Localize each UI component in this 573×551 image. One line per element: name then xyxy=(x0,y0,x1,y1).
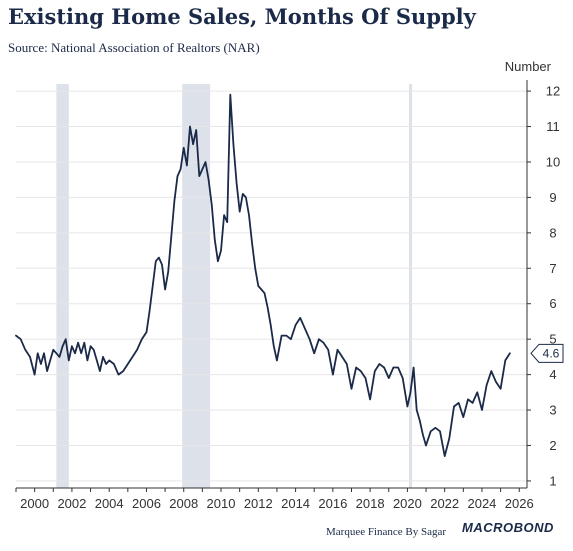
x-tick-label: 2010 xyxy=(207,496,236,511)
y-tick-label: 1 xyxy=(549,473,556,488)
gridlines xyxy=(16,90,527,482)
footer-credit: Marquee Finance By Sagar xyxy=(326,526,447,538)
x-tick-label: 2006 xyxy=(132,496,161,511)
y-tick-label: 3 xyxy=(549,403,556,418)
recession-band xyxy=(56,84,69,488)
y-tick-label: 12 xyxy=(546,84,560,99)
x-tick-label: 2012 xyxy=(244,496,273,511)
x-tick-label: 2016 xyxy=(318,496,347,511)
x-tick-label: 2018 xyxy=(356,496,385,511)
y-tick-label: 8 xyxy=(549,225,556,240)
series-line xyxy=(15,93,511,458)
x-tick-label: 2000 xyxy=(20,496,49,511)
x-tick-label: 2026 xyxy=(505,496,534,511)
y-tick-label: 5 xyxy=(549,332,556,347)
y-tick-label: 10 xyxy=(546,154,560,169)
y-tick-label: 2 xyxy=(549,438,556,453)
x-tick-label: 2024 xyxy=(467,496,496,511)
chart-title: Existing Home Sales, Months Of Supply xyxy=(8,4,476,29)
brand-logo: MACROBOND xyxy=(462,520,554,535)
x-tick-label: 2008 xyxy=(169,496,198,511)
x-axis: 2000 2002 2004 2006 2008 2010 2012 2014 2016 2018… xyxy=(15,487,534,511)
y-tick-label: 7 xyxy=(549,261,556,276)
recession-band xyxy=(408,84,413,488)
y-tick-label: 6 xyxy=(549,296,556,311)
recession-band xyxy=(182,84,211,488)
recession-bands xyxy=(56,84,413,488)
y-axis-label: Number xyxy=(505,59,552,74)
y-tick-label: 11 xyxy=(546,119,560,134)
x-tick-label: 2014 xyxy=(281,496,310,511)
x-tick-label: 2004 xyxy=(95,496,124,511)
x-tick-label: 2002 xyxy=(57,496,86,511)
last-value-label: 4.6 xyxy=(543,346,560,360)
x-tick-label: 2020 xyxy=(393,496,422,511)
y-tick-label: 9 xyxy=(549,190,556,205)
chart-subtitle: Source: National Association of Realtors… xyxy=(8,40,260,55)
last-value-tag: 4.6 xyxy=(530,343,564,363)
y-tick-label: 4 xyxy=(549,367,556,382)
last-value-box xyxy=(530,343,564,363)
series-lines xyxy=(15,93,511,458)
x-tick-label: 2022 xyxy=(430,496,459,511)
